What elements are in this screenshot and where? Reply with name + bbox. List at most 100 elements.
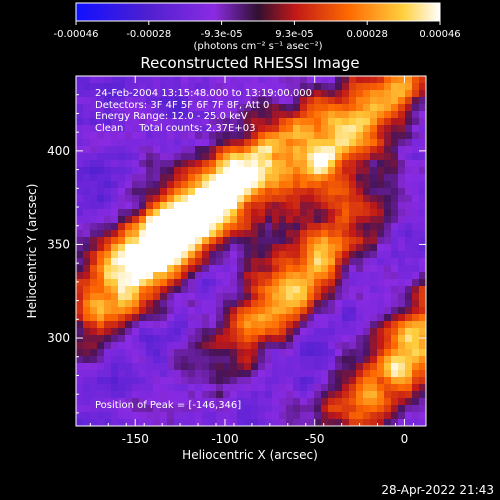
heatmap-cell <box>181 216 189 224</box>
heatmap-cell <box>328 104 336 112</box>
heatmap-cell <box>118 300 126 308</box>
heatmap-cell <box>146 181 154 189</box>
heatmap-cell <box>405 111 413 119</box>
heatmap-cell <box>83 76 91 84</box>
heatmap-cell <box>195 237 203 245</box>
heatmap-cell <box>384 279 392 287</box>
heatmap-cell <box>216 76 224 84</box>
heatmap-cell <box>76 132 84 140</box>
heatmap-cell <box>188 76 196 84</box>
heatmap-cell <box>300 279 308 287</box>
heatmap-cell <box>237 146 245 154</box>
heatmap-cell <box>76 293 84 301</box>
heatmap-cell <box>195 160 203 168</box>
heatmap-cell <box>174 384 182 392</box>
heatmap-cell <box>181 160 189 168</box>
heatmap-cell <box>363 167 371 175</box>
heatmap-cell <box>167 398 175 406</box>
heatmap-cell <box>314 167 322 175</box>
heatmap-cell <box>300 293 308 301</box>
heatmap-cell <box>356 405 364 413</box>
heatmap-cell <box>300 349 308 357</box>
heatmap-cell <box>391 342 399 350</box>
heatmap-cell <box>419 153 426 161</box>
heatmap-cell <box>272 146 280 154</box>
heatmap-cell <box>230 258 238 266</box>
heatmap-cell <box>83 419 91 426</box>
heatmap-cell <box>111 216 119 224</box>
colorbar: -0.00046 -0.00028 -9.3e-05 9.3e-05 0.00028 0.… <box>54 2 461 52</box>
heatmap-cell <box>237 412 245 420</box>
heatmap-cell <box>279 321 287 329</box>
heatmap-cell <box>370 216 378 224</box>
heatmap-cell <box>272 335 280 343</box>
heatmap-cell <box>237 384 245 392</box>
heatmap-cell <box>342 377 350 385</box>
heatmap-cell <box>321 321 329 329</box>
heatmap-cell <box>104 153 112 161</box>
heatmap-cell <box>405 405 413 413</box>
heatmap-cell <box>328 342 336 350</box>
heatmap-cell <box>146 104 154 112</box>
heatmap-cell <box>398 321 406 329</box>
heatmap-cell <box>398 258 406 266</box>
heatmap-cell <box>195 265 203 273</box>
heatmap-cell <box>286 363 294 371</box>
heatmap-cell <box>349 83 357 91</box>
heatmap-cell <box>237 258 245 266</box>
heatmap-cell <box>321 195 329 203</box>
heatmap-cell <box>76 391 84 399</box>
heatmap-cell <box>146 111 154 119</box>
heatmap-cell <box>328 209 336 217</box>
heatmap-cell <box>237 244 245 252</box>
heatmap-cell <box>139 321 147 329</box>
heatmap-cell <box>202 118 210 126</box>
heatmap-cell <box>125 307 133 315</box>
heatmap-cell <box>398 139 406 147</box>
heatmap-cell <box>363 314 371 322</box>
heatmap-cell <box>97 167 105 175</box>
heatmap-cell <box>370 419 378 426</box>
heatmap-cell <box>321 160 329 168</box>
heatmap-cell <box>202 335 210 343</box>
heatmap-cell <box>391 321 399 329</box>
heatmap-cell <box>167 419 175 426</box>
heatmap-cell <box>272 279 280 287</box>
heatmap-cell <box>223 237 231 245</box>
heatmap-cell <box>237 293 245 301</box>
heatmap-cell <box>174 160 182 168</box>
heatmap-cell <box>181 125 189 133</box>
heatmap-cell <box>146 153 154 161</box>
heatmap-cell <box>83 167 91 175</box>
heatmap-image <box>76 76 426 426</box>
heatmap-cell <box>125 174 133 182</box>
heatmap-cell <box>265 419 273 426</box>
heatmap-cell <box>223 321 231 329</box>
heatmap-cell <box>90 419 98 426</box>
y-tick-label: 300 <box>47 331 70 345</box>
heatmap-cell <box>398 391 406 399</box>
heatmap-cell <box>321 335 329 343</box>
heatmap-cell <box>139 223 147 231</box>
heatmap-cell <box>384 286 392 294</box>
heatmap-cell <box>160 279 168 287</box>
heatmap-cell <box>286 314 294 322</box>
heatmap-cell <box>419 97 426 105</box>
heatmap-cell <box>125 230 133 238</box>
heatmap-cell <box>370 223 378 231</box>
heatmap-cell <box>111 230 119 238</box>
heatmap-cell <box>370 328 378 336</box>
heatmap-cell <box>181 76 189 84</box>
heatmap-cell <box>335 202 343 210</box>
heatmap-cell <box>419 370 426 378</box>
heatmap-cell <box>202 139 210 147</box>
heatmap-cell <box>342 279 350 287</box>
heatmap-cell <box>384 258 392 266</box>
heatmap-cell <box>342 132 350 140</box>
heatmap-cell <box>293 391 301 399</box>
heatmap-cell <box>76 321 84 329</box>
y-axis-label: Heliocentric Y (arcsec) <box>25 184 39 319</box>
heatmap-cell <box>419 356 426 364</box>
heatmap-cell <box>265 230 273 238</box>
heatmap-cell <box>342 293 350 301</box>
